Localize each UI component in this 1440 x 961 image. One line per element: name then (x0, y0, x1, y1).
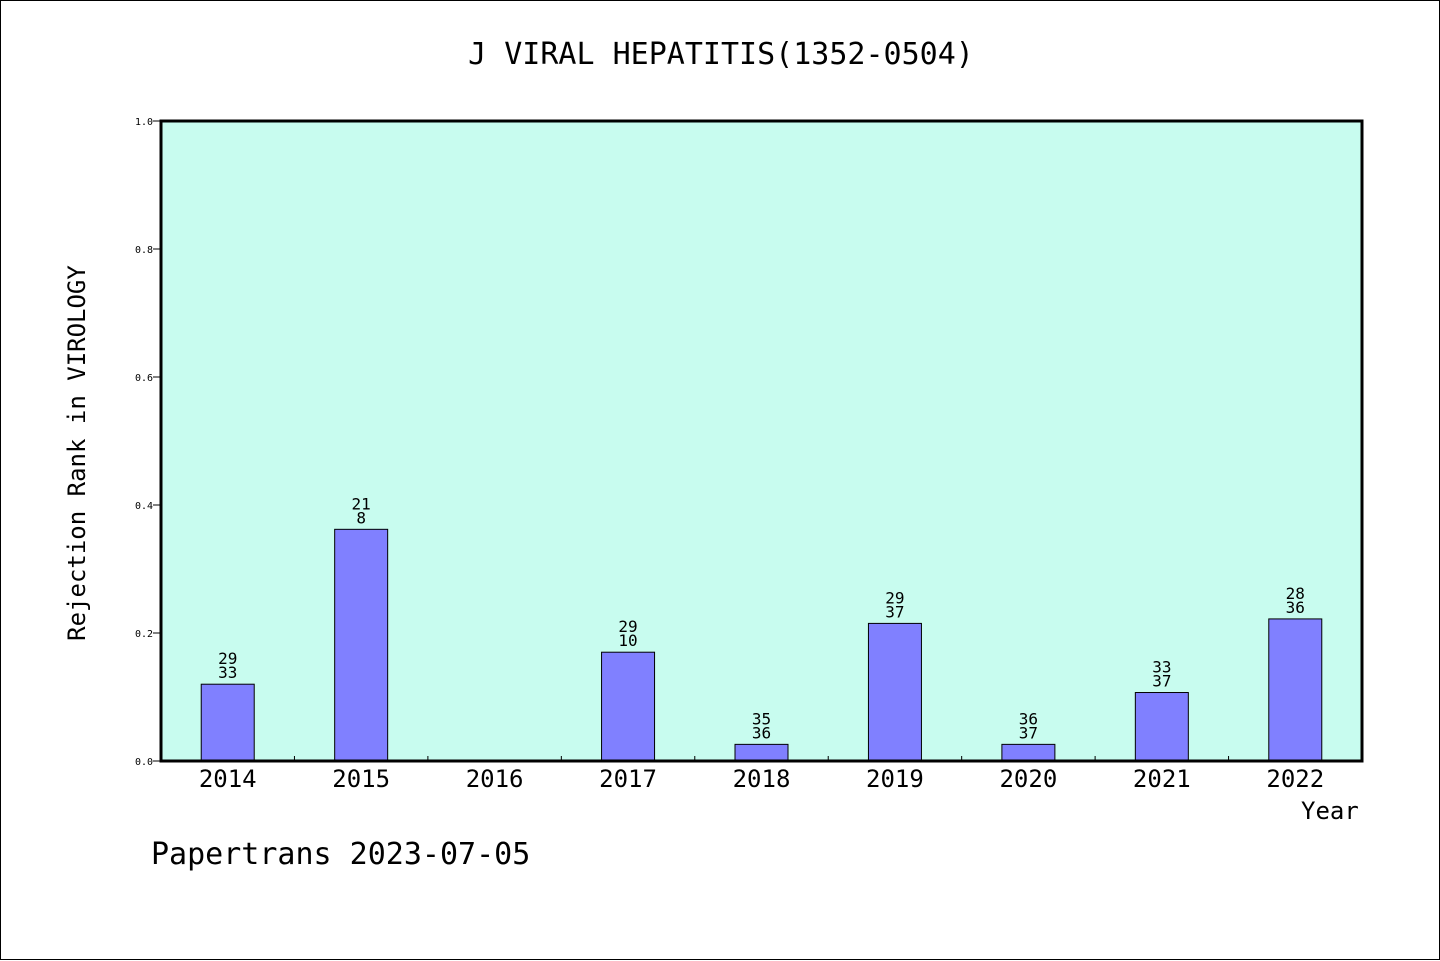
bar-data-label: 37 (1152, 672, 1171, 691)
chart-title: J VIRAL HEPATITIS(1352-0504) (468, 37, 974, 72)
y-tick-label: 0.4 (135, 501, 153, 512)
bar-data-label: 29 (218, 649, 237, 668)
x-tick-label: 2021 (1133, 765, 1191, 793)
bar (1268, 618, 1323, 762)
bar-data-label: 37 (885, 602, 904, 621)
bar-data-label: 33 (218, 663, 237, 682)
y-tick-label: 0.8 (135, 245, 153, 256)
bar-data-label: 29 (618, 617, 637, 636)
bar-data-label: 36 (1286, 598, 1305, 617)
x-axis-label: Year (1301, 797, 1359, 825)
y-tick-label: 0.6 (135, 373, 153, 384)
bar (734, 743, 789, 762)
bar-data-label: 8 (356, 508, 366, 527)
x-tick-label: 2016 (466, 765, 524, 793)
x-tick-label: 2018 (733, 765, 791, 793)
bar-data-label: 10 (618, 631, 637, 650)
y-tick-label: 0.0 (135, 757, 153, 768)
bar-data-label: 36 (752, 723, 771, 742)
bar-data-label: 35 (752, 709, 771, 728)
bar-data-label: 21 (352, 494, 371, 513)
bar (200, 683, 255, 762)
y-tick-label: 0.2 (135, 629, 153, 640)
bar-data-label: 28 (1286, 584, 1305, 603)
x-tick-label: 2015 (332, 765, 390, 793)
plot-border (159, 119, 1364, 763)
x-tick-label: 2020 (999, 765, 1057, 793)
bar (1001, 743, 1056, 762)
x-tick-label: 2014 (199, 765, 257, 793)
x-tick-label: 2017 (599, 765, 657, 793)
bar (601, 651, 656, 762)
bar (1134, 692, 1189, 762)
y-tick-label: 1.0 (135, 117, 153, 128)
footer-note: Papertrans 2023-07-05 (151, 837, 531, 872)
bar-data-label: 29 (885, 588, 904, 607)
bar-data-label: 37 (1019, 723, 1038, 742)
x-tick-label: 2019 (866, 765, 924, 793)
x-tick-label: 2022 (1266, 765, 1324, 793)
bar-data-label: 36 (1019, 709, 1038, 728)
bar (334, 528, 389, 762)
bar (867, 622, 922, 762)
bar-data-label: 33 (1152, 658, 1171, 677)
